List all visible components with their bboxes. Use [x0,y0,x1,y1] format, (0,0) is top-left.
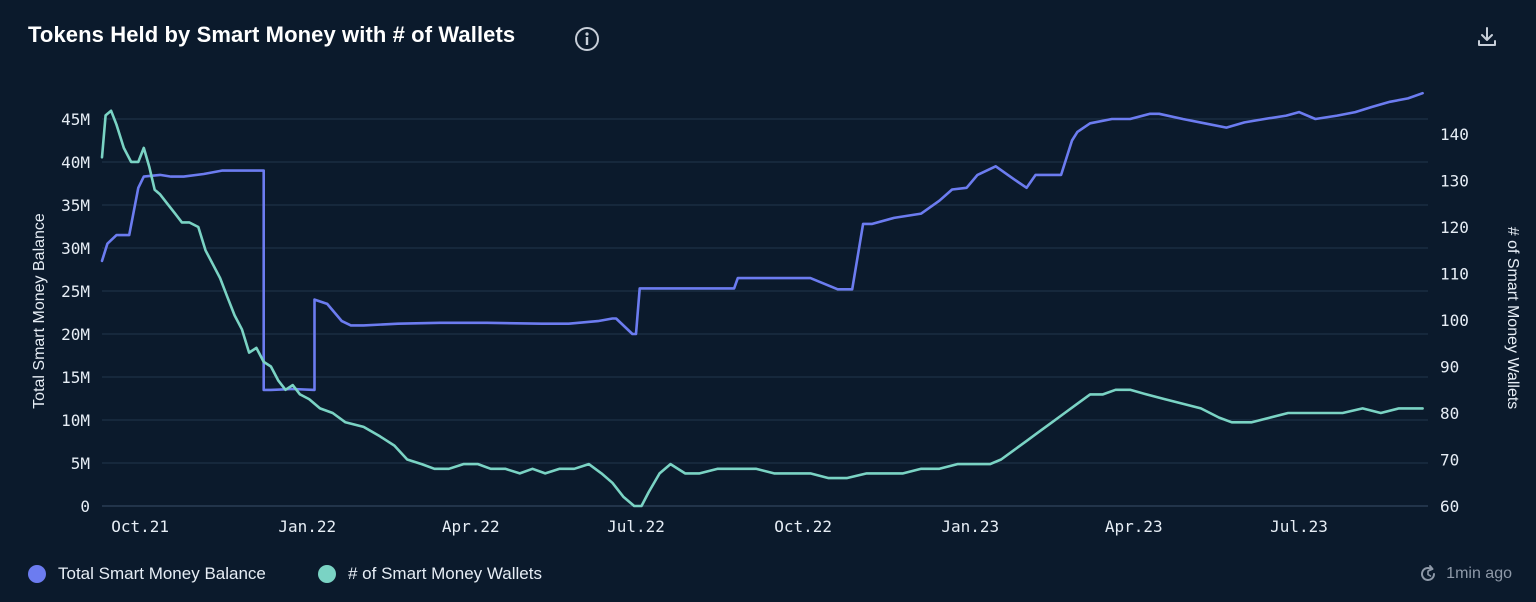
y-tick-label: 0 [80,497,90,516]
x-tick-label: Jan.22 [278,517,336,536]
y-tick-label: 35M [61,196,90,215]
x-tick-label: Apr.22 [442,517,500,536]
last-updated-text: 1min ago [1446,565,1512,582]
x-tick-label: Jan.23 [941,517,999,536]
x-tick-label: Oct.21 [111,517,169,536]
y-tick-label: 20M [61,325,90,344]
y2-tick-label: 140 [1440,125,1469,144]
legend-swatch-balance [28,565,46,583]
x-tick-label: Jul.23 [1270,517,1328,536]
y-tick-label: 5M [71,454,90,473]
refresh-icon[interactable] [1418,564,1438,584]
y-tick-label: 45M [61,110,90,129]
y2-tick-label: 90 [1440,358,1459,377]
info-icon[interactable] [574,26,600,52]
y2-tick-label: 120 [1440,218,1469,237]
x-tick-label: Jul.22 [607,517,665,536]
legend-item-wallets[interactable]: # of Smart Money Wallets [318,564,542,584]
x-tick-label: Oct.22 [774,517,832,536]
legend-label-balance: Total Smart Money Balance [58,564,266,583]
legend-label-wallets: # of Smart Money Wallets [348,564,542,583]
series-line-wallets [100,109,1424,508]
y-tick-label: 15M [61,368,90,387]
y2-tick-label: 130 [1440,172,1469,191]
y-tick-label: 30M [61,239,90,258]
y-axis-title: Total Smart Money Balance [31,213,48,409]
chart-area: 0 5M 10M 15M 20M 25M 30M 35M 40M 45M 60 70 80 90 100 11… [31,91,1521,536]
download-icon[interactable] [1474,24,1500,50]
last-updated: 1min ago [1418,564,1512,584]
chart-title: Tokens Held by Smart Money with # of Wal… [28,22,516,47]
y2-tick-label: 100 [1440,311,1469,330]
y2-axis-title: # of Smart Money Wallets [1504,227,1521,410]
series-line-balance [100,91,1424,392]
legend-swatch-wallets [318,565,336,583]
y-tick-label: 10M [61,411,90,430]
y-tick-label: 40M [61,153,90,172]
legend-item-balance[interactable]: Total Smart Money Balance [28,564,266,584]
y2-tick-label: 80 [1440,404,1459,423]
y2-tick-label: 60 [1440,497,1459,516]
y-tick-label: 25M [61,282,90,301]
x-tick-label: Apr.23 [1105,517,1163,536]
y2-tick-label: 110 [1440,265,1469,284]
y2-tick-label: 70 [1440,451,1459,470]
